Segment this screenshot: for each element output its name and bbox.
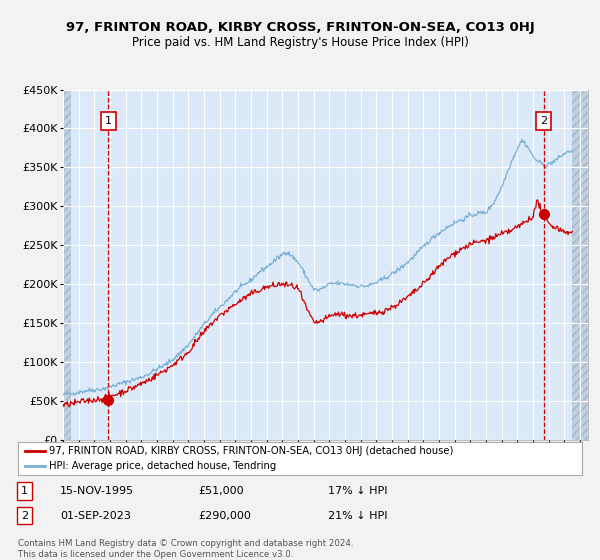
Text: 17% ↓ HPI: 17% ↓ HPI bbox=[328, 486, 388, 496]
Text: 97, FRINTON ROAD, KIRBY CROSS, FRINTON-ON-SEA, CO13 0HJ: 97, FRINTON ROAD, KIRBY CROSS, FRINTON-O… bbox=[65, 21, 535, 34]
Text: 2: 2 bbox=[21, 511, 28, 521]
Text: Contains HM Land Registry data © Crown copyright and database right 2024.: Contains HM Land Registry data © Crown c… bbox=[18, 539, 353, 548]
Text: This data is licensed under the Open Government Licence v3.0.: This data is licensed under the Open Gov… bbox=[18, 550, 293, 559]
Text: £290,000: £290,000 bbox=[199, 511, 251, 521]
Text: 97, FRINTON ROAD, KIRBY CROSS, FRINTON-ON-SEA, CO13 0HJ (detached house): 97, FRINTON ROAD, KIRBY CROSS, FRINTON-O… bbox=[49, 446, 454, 455]
Text: 2: 2 bbox=[540, 116, 547, 126]
Text: 15-NOV-1995: 15-NOV-1995 bbox=[60, 486, 134, 496]
Bar bbox=[63, 90, 71, 440]
Bar bbox=[572, 90, 588, 440]
Text: Price paid vs. HM Land Registry's House Price Index (HPI): Price paid vs. HM Land Registry's House … bbox=[131, 36, 469, 49]
Text: 01-SEP-2023: 01-SEP-2023 bbox=[60, 511, 131, 521]
Text: 1: 1 bbox=[21, 486, 28, 496]
Text: HPI: Average price, detached house, Tendring: HPI: Average price, detached house, Tend… bbox=[49, 461, 276, 471]
Text: 1: 1 bbox=[104, 116, 112, 126]
Text: £51,000: £51,000 bbox=[199, 486, 244, 496]
Text: 21% ↓ HPI: 21% ↓ HPI bbox=[328, 511, 388, 521]
